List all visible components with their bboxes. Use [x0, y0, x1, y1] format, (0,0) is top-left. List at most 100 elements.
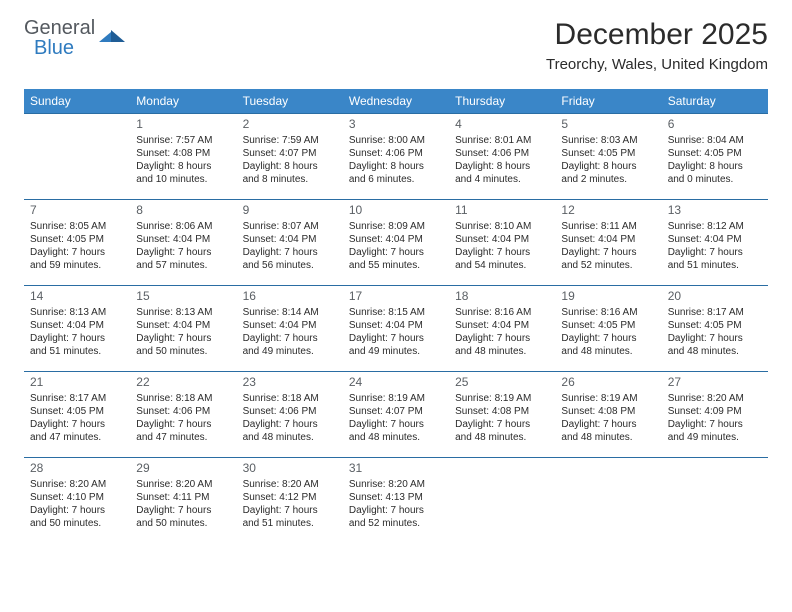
day-detail-line: Daylight: 7 hours	[243, 418, 337, 431]
day-number: 8	[136, 203, 230, 219]
day-number: 2	[243, 117, 337, 133]
calendar-day-cell: 2Sunrise: 7:59 AMSunset: 4:07 PMDaylight…	[237, 114, 343, 200]
calendar-day-cell	[662, 458, 768, 544]
calendar-day-cell: 7Sunrise: 8:05 AMSunset: 4:05 PMDaylight…	[24, 200, 130, 286]
day-detail-line: and 57 minutes.	[136, 259, 230, 272]
day-detail-line: Sunrise: 8:14 AM	[243, 306, 337, 319]
day-detail-line: and 59 minutes.	[30, 259, 124, 272]
calendar-day-cell	[449, 458, 555, 544]
day-detail-line: and 50 minutes.	[136, 517, 230, 530]
day-number: 16	[243, 289, 337, 305]
day-detail-line: Sunset: 4:05 PM	[668, 147, 762, 160]
day-detail-line: Sunset: 4:06 PM	[349, 147, 443, 160]
day-detail-line: Sunset: 4:04 PM	[349, 233, 443, 246]
day-detail-line: and 47 minutes.	[136, 431, 230, 444]
day-detail-line: Sunset: 4:04 PM	[455, 319, 549, 332]
day-detail-line: and 51 minutes.	[668, 259, 762, 272]
day-detail-line: and 48 minutes.	[561, 345, 655, 358]
day-detail-line: Daylight: 7 hours	[243, 332, 337, 345]
day-detail-line: Sunset: 4:13 PM	[349, 491, 443, 504]
calendar-day-cell: 19Sunrise: 8:16 AMSunset: 4:05 PMDayligh…	[555, 286, 661, 372]
day-number: 20	[668, 289, 762, 305]
day-detail-line: Sunrise: 8:05 AM	[30, 220, 124, 233]
day-detail-line: and 51 minutes.	[30, 345, 124, 358]
day-detail-line: Daylight: 7 hours	[243, 246, 337, 259]
day-detail-line: Sunset: 4:06 PM	[243, 405, 337, 418]
dow-thursday: Thursday	[449, 89, 555, 114]
day-number: 21	[30, 375, 124, 391]
day-number: 5	[561, 117, 655, 133]
day-detail-line: and 48 minutes.	[668, 345, 762, 358]
day-number: 7	[30, 203, 124, 219]
day-of-week-row: Sunday Monday Tuesday Wednesday Thursday…	[24, 89, 768, 114]
day-number: 25	[455, 375, 549, 391]
day-detail-line: Sunrise: 8:20 AM	[30, 478, 124, 491]
day-detail-line: Daylight: 7 hours	[668, 332, 762, 345]
day-detail-line: Sunset: 4:04 PM	[243, 233, 337, 246]
day-detail-line: Sunset: 4:04 PM	[668, 233, 762, 246]
day-detail-line: Sunset: 4:07 PM	[349, 405, 443, 418]
day-detail-line: Daylight: 7 hours	[561, 246, 655, 259]
day-detail-line: Sunrise: 8:19 AM	[349, 392, 443, 405]
day-detail-line: Sunrise: 8:18 AM	[243, 392, 337, 405]
day-detail-line: Daylight: 7 hours	[30, 332, 124, 345]
calendar-day-cell: 15Sunrise: 8:13 AMSunset: 4:04 PMDayligh…	[130, 286, 236, 372]
day-detail-line: and 52 minutes.	[349, 517, 443, 530]
title-block: December 2025 Treorchy, Wales, United Ki…	[546, 18, 768, 73]
day-detail-line: Sunset: 4:04 PM	[349, 319, 443, 332]
day-detail-line: Sunset: 4:05 PM	[561, 147, 655, 160]
calendar-day-cell: 8Sunrise: 8:06 AMSunset: 4:04 PMDaylight…	[130, 200, 236, 286]
calendar-day-cell: 22Sunrise: 8:18 AMSunset: 4:06 PMDayligh…	[130, 372, 236, 458]
day-detail-line: Daylight: 7 hours	[30, 246, 124, 259]
day-detail-line: Daylight: 7 hours	[668, 246, 762, 259]
day-detail-line: Daylight: 8 hours	[349, 160, 443, 173]
day-detail-line: Sunrise: 8:20 AM	[349, 478, 443, 491]
day-detail-line: Daylight: 7 hours	[455, 246, 549, 259]
day-detail-line: Sunrise: 7:59 AM	[243, 134, 337, 147]
month-title: December 2025	[546, 18, 768, 52]
day-detail-line: Sunrise: 8:15 AM	[349, 306, 443, 319]
day-detail-line: Sunrise: 8:13 AM	[136, 306, 230, 319]
day-number: 30	[243, 461, 337, 477]
calendar-day-cell: 1Sunrise: 7:57 AMSunset: 4:08 PMDaylight…	[130, 114, 236, 200]
day-detail-line: and 4 minutes.	[455, 173, 549, 186]
calendar-day-cell: 12Sunrise: 8:11 AMSunset: 4:04 PMDayligh…	[555, 200, 661, 286]
day-detail-line: Sunset: 4:04 PM	[136, 319, 230, 332]
day-detail-line: and 50 minutes.	[136, 345, 230, 358]
day-detail-line: Daylight: 7 hours	[136, 504, 230, 517]
day-detail-line: Sunset: 4:04 PM	[243, 319, 337, 332]
day-detail-line: and 48 minutes.	[561, 431, 655, 444]
day-detail-line: Sunset: 4:04 PM	[136, 233, 230, 246]
day-detail-line: and 8 minutes.	[243, 173, 337, 186]
day-detail-line: Sunrise: 8:19 AM	[455, 392, 549, 405]
day-detail-line: and 51 minutes.	[243, 517, 337, 530]
calendar-week-row: 1Sunrise: 7:57 AMSunset: 4:08 PMDaylight…	[24, 114, 768, 200]
day-detail-line: Sunset: 4:05 PM	[30, 233, 124, 246]
calendar-day-cell: 5Sunrise: 8:03 AMSunset: 4:05 PMDaylight…	[555, 114, 661, 200]
day-detail-line: Sunrise: 8:04 AM	[668, 134, 762, 147]
calendar-day-cell: 11Sunrise: 8:10 AMSunset: 4:04 PMDayligh…	[449, 200, 555, 286]
day-detail-line: Sunset: 4:08 PM	[561, 405, 655, 418]
day-detail-line: Sunrise: 8:12 AM	[668, 220, 762, 233]
day-detail-line: Daylight: 8 hours	[455, 160, 549, 173]
day-number: 22	[136, 375, 230, 391]
calendar-day-cell: 31Sunrise: 8:20 AMSunset: 4:13 PMDayligh…	[343, 458, 449, 544]
calendar-day-cell: 17Sunrise: 8:15 AMSunset: 4:04 PMDayligh…	[343, 286, 449, 372]
dow-saturday: Saturday	[662, 89, 768, 114]
calendar-week-row: 21Sunrise: 8:17 AMSunset: 4:05 PMDayligh…	[24, 372, 768, 458]
calendar-day-cell: 14Sunrise: 8:13 AMSunset: 4:04 PMDayligh…	[24, 286, 130, 372]
day-number: 28	[30, 461, 124, 477]
day-detail-line: Daylight: 8 hours	[668, 160, 762, 173]
day-detail-line: Sunrise: 8:03 AM	[561, 134, 655, 147]
day-detail-line: Daylight: 7 hours	[136, 246, 230, 259]
day-detail-line: Daylight: 7 hours	[349, 504, 443, 517]
day-detail-line: Sunset: 4:04 PM	[455, 233, 549, 246]
day-detail-line: Daylight: 7 hours	[243, 504, 337, 517]
day-detail-line: and 48 minutes.	[349, 431, 443, 444]
day-detail-line: Sunrise: 8:20 AM	[668, 392, 762, 405]
day-detail-line: and 54 minutes.	[455, 259, 549, 272]
calendar-day-cell: 25Sunrise: 8:19 AMSunset: 4:08 PMDayligh…	[449, 372, 555, 458]
calendar-day-cell: 3Sunrise: 8:00 AMSunset: 4:06 PMDaylight…	[343, 114, 449, 200]
calendar-day-cell: 4Sunrise: 8:01 AMSunset: 4:06 PMDaylight…	[449, 114, 555, 200]
day-detail-line: Sunrise: 8:10 AM	[455, 220, 549, 233]
